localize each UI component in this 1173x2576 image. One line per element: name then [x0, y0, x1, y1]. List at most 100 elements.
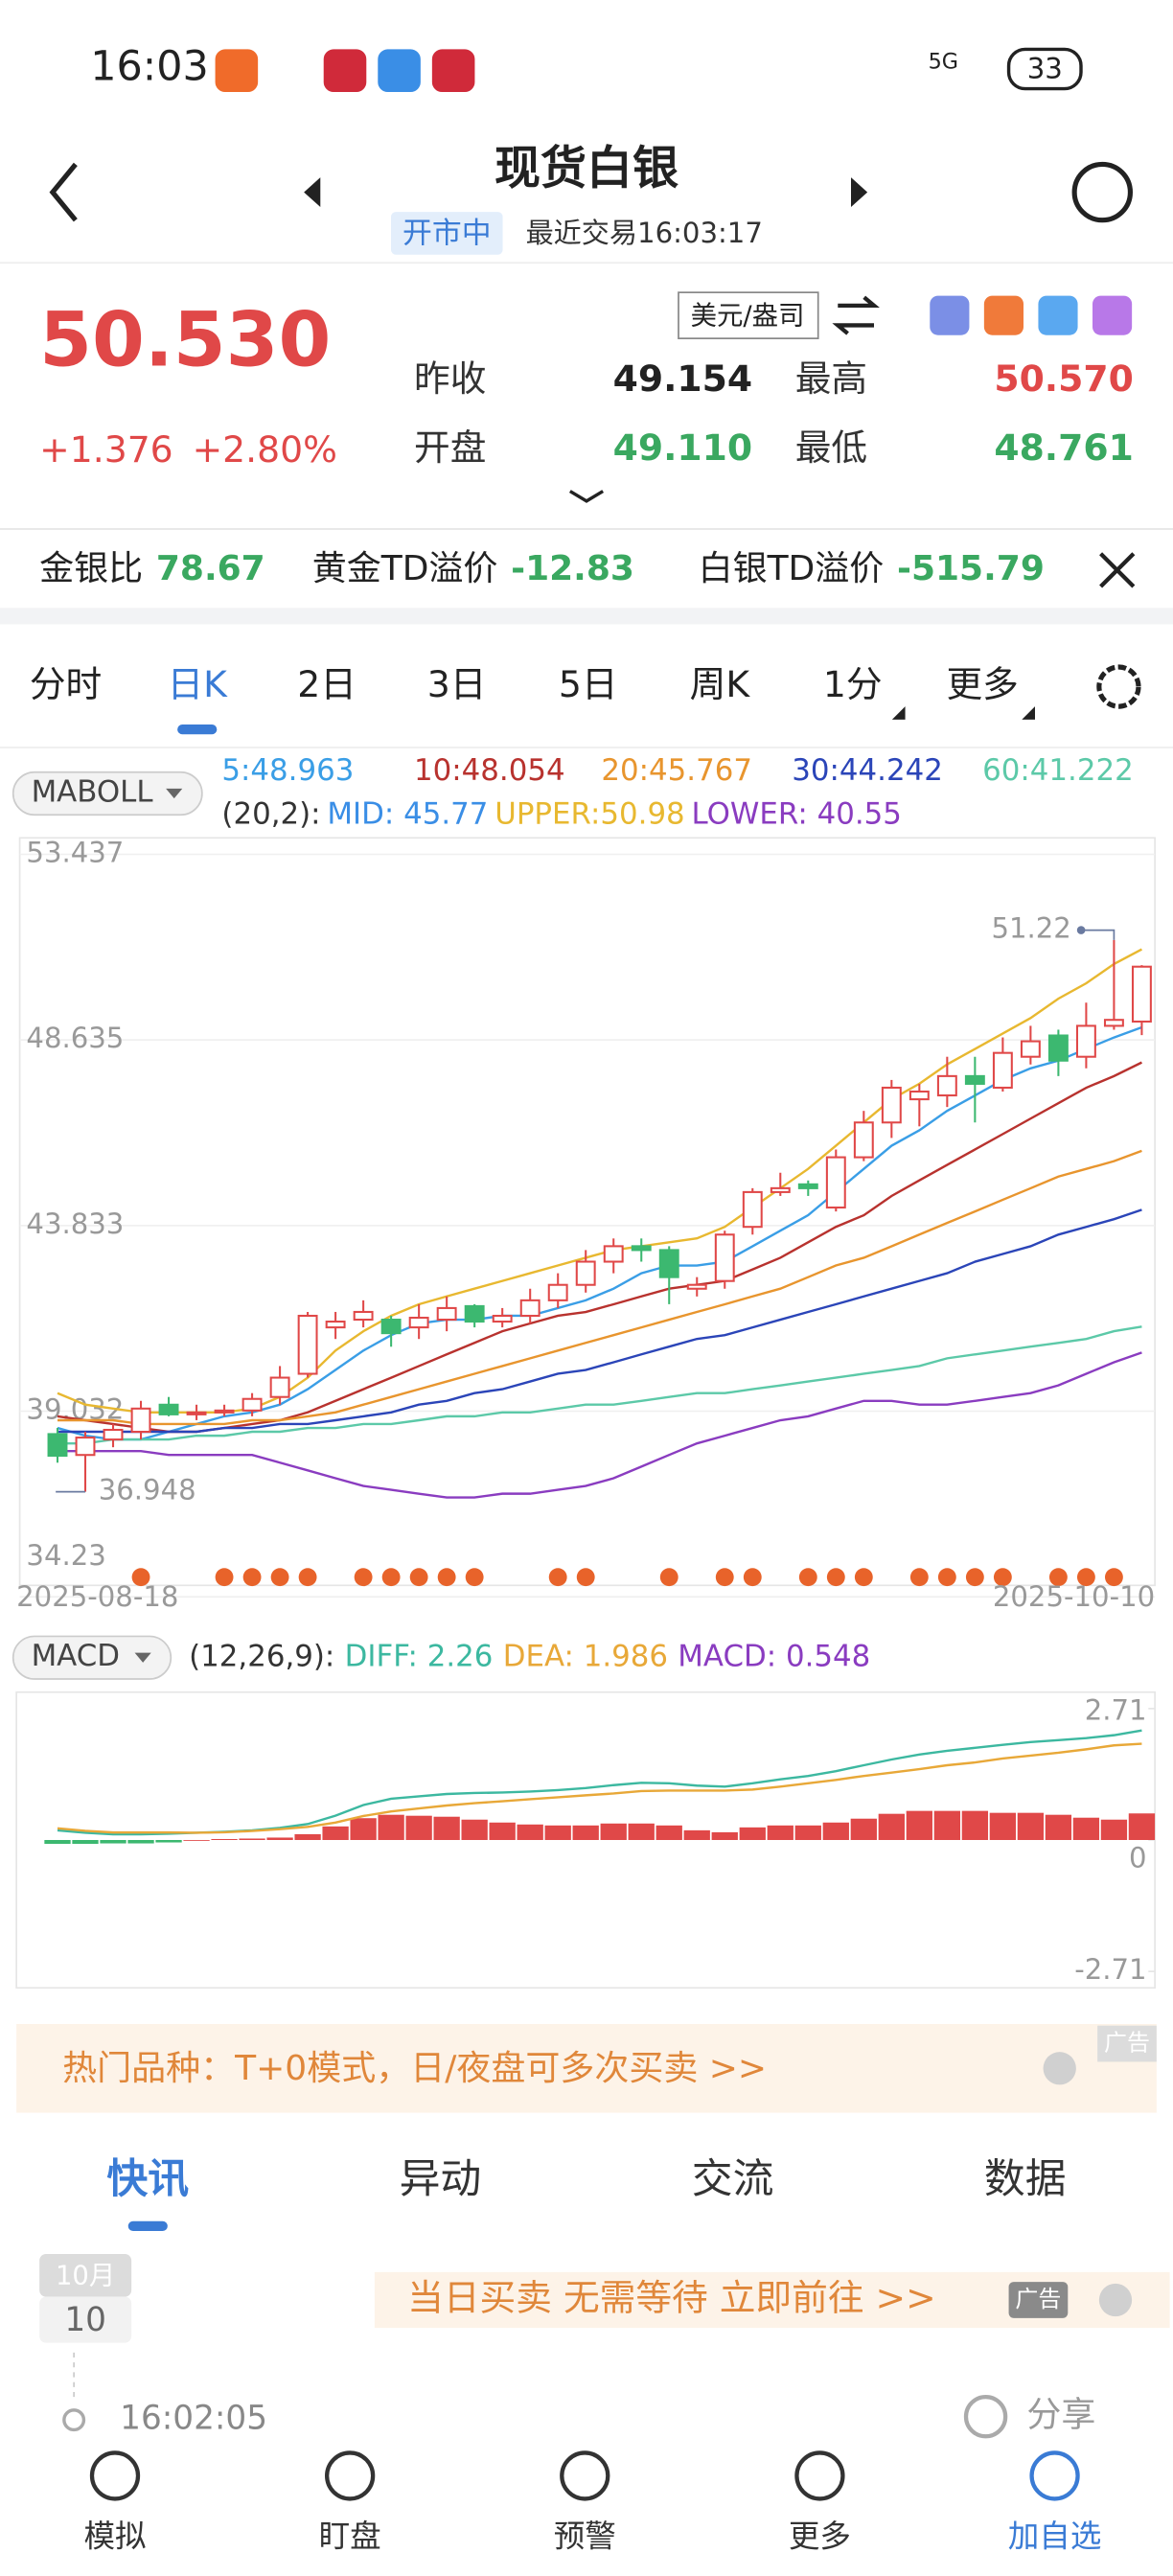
event-marker[interactable] [354, 1568, 373, 1587]
news-tab[interactable]: 快讯 [106, 2155, 189, 2203]
tool-icon[interactable] [930, 295, 970, 335]
tool-icon[interactable] [1092, 295, 1133, 335]
indicator-name[interactable]: MABOLL [32, 774, 154, 809]
indicator-name[interactable]: MACD [32, 1639, 120, 1673]
ticker-item: 白银TD溢价 -515.79 [699, 549, 1045, 588]
y-tick-label: 34.23 [26, 1539, 105, 1572]
nav-label[interactable]: 加自选 [1008, 2518, 1102, 2555]
nav-label[interactable]: 更多 [789, 2518, 851, 2555]
macd-bar [72, 1840, 99, 1845]
tool-icon[interactable] [983, 295, 1024, 335]
high-annotation: 51.22 [991, 912, 1070, 945]
candle-body [464, 1304, 485, 1323]
expand-chevron[interactable] [568, 490, 605, 503]
nav-label[interactable]: 模拟 [83, 2518, 146, 2555]
event-marker[interactable] [854, 1568, 873, 1587]
event-marker[interactable] [1076, 1568, 1095, 1587]
low-annotation: 36.948 [99, 1474, 196, 1506]
legend-entry: MACD: 0.548 [678, 1639, 870, 1673]
ad-close[interactable] [1043, 2052, 1076, 2085]
next-button[interactable] [851, 177, 868, 207]
ad-text[interactable]: 热门品种：T+0模式，日/夜盘可多次买卖 >> [62, 2049, 767, 2088]
macd-bar [405, 1815, 432, 1840]
period-tab[interactable]: 更多 [946, 663, 1018, 705]
event-marker[interactable] [909, 1568, 929, 1587]
close-ticker[interactable] [1099, 552, 1136, 588]
refresh-button[interactable] [1071, 161, 1133, 223]
period-tab[interactable]: 5日 [559, 663, 618, 705]
period-tab[interactable]: 分时 [30, 663, 102, 705]
macd-bar [600, 1823, 627, 1840]
nav-icon[interactable] [324, 2450, 376, 2501]
event-marker[interactable] [576, 1568, 595, 1587]
period-tab[interactable]: 日K [167, 663, 228, 705]
nav-label[interactable]: 预警 [554, 2518, 616, 2555]
event-marker[interactable] [270, 1568, 289, 1587]
news-ad-close[interactable] [1098, 2283, 1133, 2317]
title: 现货白银 [494, 141, 678, 195]
tool-icon[interactable] [1038, 295, 1078, 335]
macd-bar [44, 1840, 71, 1845]
ticker-value: -12.83 [511, 549, 634, 588]
event-marker[interactable] [381, 1568, 401, 1587]
field-label: 最高 [795, 357, 867, 400]
period-tab[interactable]: 3日 [427, 663, 487, 705]
event-marker[interactable] [465, 1568, 484, 1587]
event-marker[interactable] [715, 1568, 734, 1587]
event-marker[interactable] [131, 1568, 150, 1587]
event-marker[interactable] [298, 1568, 317, 1587]
ad-banner[interactable] [16, 2024, 1157, 2113]
nav-icon[interactable] [1029, 2450, 1080, 2501]
nav-icon[interactable] [794, 2450, 845, 2501]
news-tab[interactable]: 异动 [400, 2155, 482, 2203]
event-marker[interactable] [215, 1568, 234, 1587]
event-marker[interactable] [965, 1568, 984, 1587]
field-value: 49.154 [613, 357, 753, 400]
candle-body [130, 1407, 151, 1434]
macd-params: (12,26,9): [189, 1639, 334, 1673]
settings-button[interactable] [1096, 664, 1141, 709]
event-marker[interactable] [798, 1568, 817, 1587]
indicator-pill[interactable] [12, 1635, 172, 1680]
event-marker[interactable] [437, 1568, 456, 1587]
share-icon[interactable] [963, 2395, 1008, 2439]
nav-label[interactable]: 盯盘 [319, 2518, 381, 2555]
event-marker[interactable] [659, 1568, 678, 1587]
swap-icon[interactable] [832, 295, 880, 335]
news-tab[interactable]: 交流 [692, 2155, 774, 2203]
event-marker[interactable] [743, 1568, 762, 1587]
indicator-pill[interactable] [12, 770, 203, 816]
news-tab[interactable]: 数据 [984, 2155, 1067, 2203]
battery [1006, 47, 1083, 91]
macd-bar [989, 1812, 1017, 1840]
period-tab[interactable]: 2日 [297, 663, 356, 705]
currency-box[interactable] [678, 291, 819, 339]
ticker-label: 黄金TD溢价 [312, 549, 498, 588]
event-marker[interactable] [242, 1568, 262, 1587]
share[interactable]: 分享 [1026, 2396, 1095, 2435]
event-marker[interactable] [1104, 1568, 1123, 1587]
period-tab[interactable]: 周K [690, 663, 751, 705]
event-marker[interactable] [993, 1568, 1012, 1587]
event-marker[interactable] [937, 1568, 956, 1587]
y-tick-label: -2.71 [1074, 1953, 1146, 1986]
news-ad-text[interactable]: 当日买卖 无需等待 立即前往 >> [407, 2276, 936, 2318]
nav-icon[interactable] [89, 2450, 141, 2501]
back-button[interactable] [49, 162, 78, 222]
macd-bar [517, 1824, 543, 1840]
prev-button[interactable] [304, 177, 321, 207]
period-tab[interactable]: 1分 [823, 663, 883, 705]
event-marker[interactable] [1048, 1568, 1068, 1587]
event-marker[interactable] [409, 1568, 428, 1587]
ticker-label: 金银比 [39, 549, 143, 588]
candle-body [186, 1411, 207, 1415]
event-marker[interactable] [548, 1568, 567, 1587]
nav-icon[interactable] [560, 2450, 610, 2501]
legend-entry: 20:45.767 [601, 753, 752, 788]
candle-body [658, 1249, 679, 1278]
candle-body [575, 1260, 596, 1286]
candle-body [964, 1074, 985, 1085]
event-marker[interactable] [826, 1568, 845, 1587]
macd-bar [1128, 1813, 1156, 1840]
